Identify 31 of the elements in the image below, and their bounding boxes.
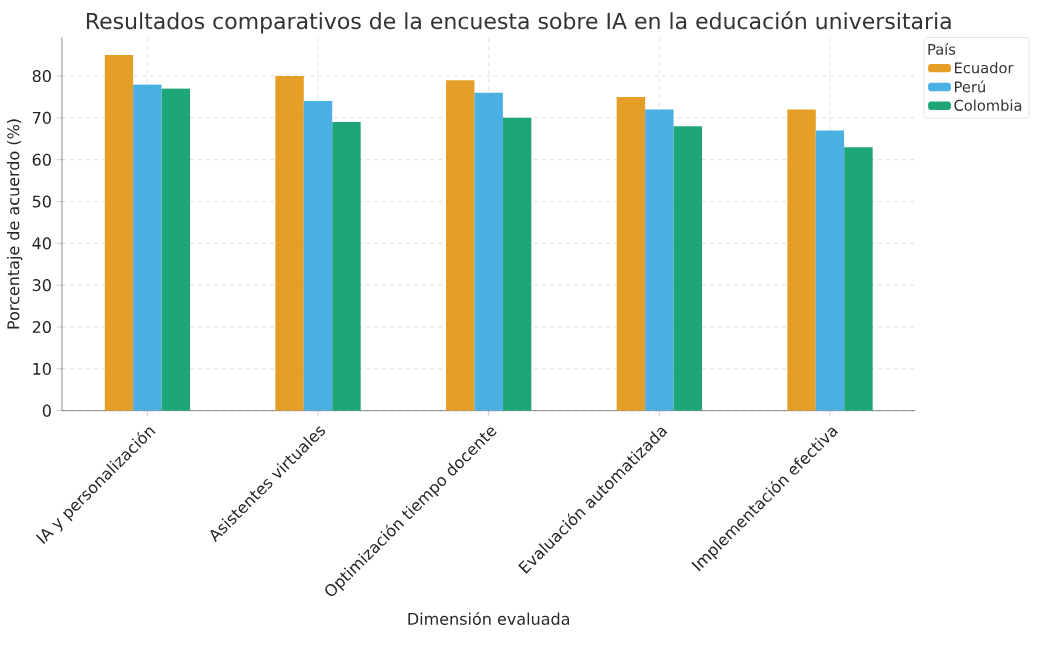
bar bbox=[275, 76, 304, 411]
y-axis-title: Porcentaje de acuerdo (%) bbox=[6, 119, 23, 329]
bar bbox=[303, 101, 333, 411]
y-tick-label: 10 bbox=[33, 362, 51, 375]
legend-title: País bbox=[928, 42, 956, 55]
x-axis-title: Dimensión evaluada bbox=[408, 611, 570, 625]
chart-title: Resultados comparativos de la encuesta sobre IA en la educación universitaria bbox=[86, 11, 951, 34]
legend-label: Colombia bbox=[954, 99, 1022, 111]
y-tick-label: 0 bbox=[42, 404, 51, 417]
bar bbox=[616, 96, 646, 411]
bar bbox=[133, 84, 162, 411]
y-tick-label: 60 bbox=[32, 153, 51, 166]
bar bbox=[844, 147, 873, 411]
legend-label: Ecuador bbox=[955, 61, 1014, 74]
bar bbox=[502, 117, 532, 411]
bar bbox=[645, 109, 674, 411]
y-tick-label: 50 bbox=[32, 195, 51, 208]
bar bbox=[673, 126, 703, 411]
legend-label: Perú bbox=[955, 80, 985, 93]
bar bbox=[104, 55, 134, 411]
bar bbox=[474, 92, 503, 411]
bar bbox=[332, 122, 361, 411]
bar bbox=[161, 88, 191, 411]
bar bbox=[787, 109, 816, 411]
y-tick-label: 70 bbox=[32, 111, 51, 124]
y-tick-label: 30 bbox=[32, 279, 51, 292]
y-tick-label: 20 bbox=[32, 320, 51, 334]
bar bbox=[815, 130, 845, 411]
y-tick-label: 40 bbox=[32, 237, 51, 250]
y-tick-label: 80 bbox=[32, 69, 51, 83]
bar bbox=[446, 80, 475, 411]
